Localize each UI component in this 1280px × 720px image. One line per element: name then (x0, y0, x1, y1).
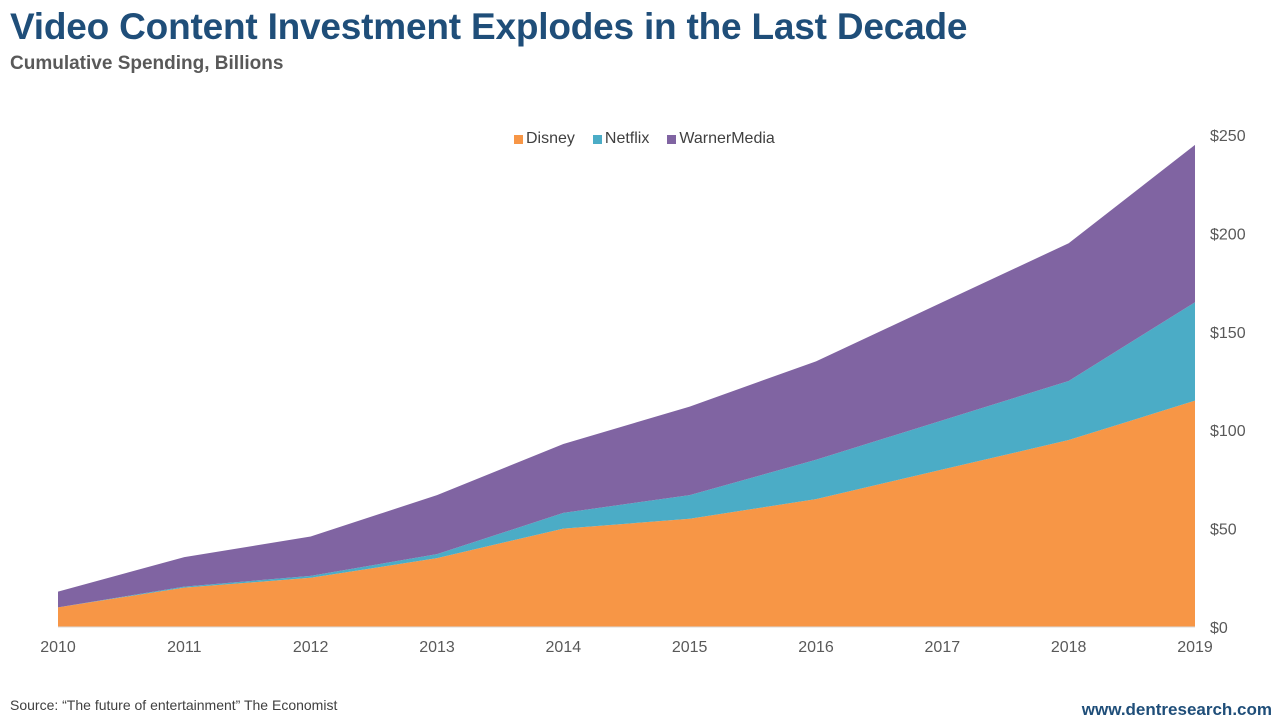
x-tick-label: 2012 (293, 639, 329, 656)
x-tick-label: 2016 (798, 639, 834, 656)
area-series-netflix (58, 302, 1195, 608)
area-series-disney (58, 400, 1195, 627)
legend-label-netflix: Netflix (604, 130, 650, 147)
y-tick-label: $0 (1210, 620, 1228, 637)
legend-item-disney: Disney (514, 130, 575, 148)
y-tick-label: $50 (1210, 522, 1237, 539)
source-note: Source: “The future of entertainment” Th… (10, 697, 338, 713)
x-tick-label: 2013 (419, 639, 455, 656)
x-tick-label: 2010 (40, 639, 76, 656)
website-link[interactable]: www.dentresearch.com (1081, 700, 1272, 719)
legend-item-warnermedia: WarnerMedia (667, 130, 775, 148)
legend-swatch-netflix (592, 134, 602, 144)
y-tick-label: $200 (1210, 226, 1246, 243)
chart-title: Video Content Investment Explodes in the… (10, 6, 968, 47)
x-tick-label: 2017 (925, 639, 961, 656)
chart-subtitle: Cumulative Spending, Billions (10, 53, 284, 74)
y-tick-label: $150 (1210, 325, 1246, 342)
x-tick-label: 2011 (167, 639, 202, 656)
y-tick-label: $100 (1210, 423, 1246, 440)
legend-label-disney: Disney (526, 130, 575, 147)
area-series-warnermedia (58, 144, 1195, 608)
legend-item-netflix: Netflix (592, 130, 650, 148)
legend-label-warnermedia: WarnerMedia (679, 130, 775, 147)
x-tick-label: 2019 (1177, 639, 1213, 656)
y-tick-label: $250 (1210, 128, 1246, 145)
chart-legend: Disney Netflix WarnerMedia (514, 130, 775, 148)
x-tick-label: 2018 (1051, 639, 1087, 656)
x-tick-label: 2015 (672, 639, 708, 656)
legend-swatch-disney (514, 134, 523, 144)
legend-swatch-warnermedia (667, 134, 677, 144)
x-tick-label: 2014 (546, 639, 582, 656)
